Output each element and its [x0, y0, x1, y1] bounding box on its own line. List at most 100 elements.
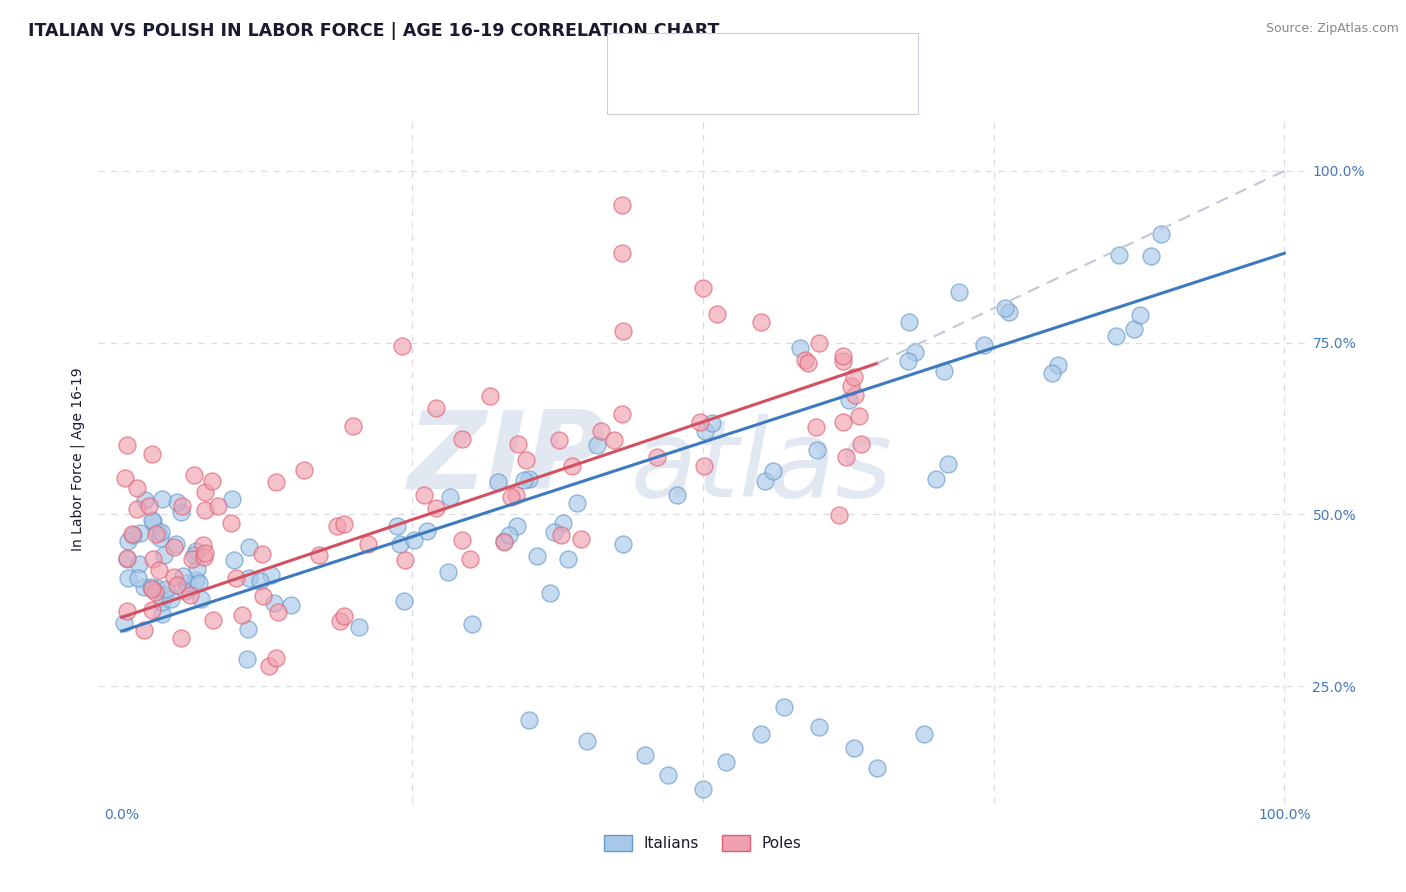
Point — [565, 496, 588, 510]
Point — [924, 472, 946, 486]
Point — [499, 490, 522, 504]
Point — [143, 584, 166, 599]
Point — [831, 350, 853, 364]
Point — [190, 592, 212, 607]
Point — [141, 580, 163, 594]
Text: ITALIAN VS POLISH IN LABOR FORCE | AGE 16-19 CORRELATION CHART: ITALIAN VS POLISH IN LABOR FORCE | AGE 1… — [28, 22, 720, 40]
Point — [263, 596, 285, 610]
Point — [128, 558, 150, 572]
Point — [153, 548, 176, 562]
Point — [494, 533, 516, 548]
Point — [222, 552, 245, 566]
Point — [828, 508, 851, 522]
Point — [150, 492, 173, 507]
Point — [166, 495, 188, 509]
Point — [219, 516, 242, 530]
Point — [159, 592, 181, 607]
Point — [194, 546, 217, 560]
Point — [547, 433, 569, 447]
Point — [1128, 308, 1150, 322]
Point — [149, 524, 172, 539]
Point — [612, 536, 634, 550]
Point — [569, 533, 592, 547]
Point — [948, 285, 970, 300]
Point — [117, 572, 139, 586]
Point — [402, 533, 425, 548]
Point — [835, 450, 858, 464]
Point — [149, 531, 172, 545]
Point — [557, 552, 579, 566]
Point — [250, 547, 273, 561]
Point — [706, 307, 728, 321]
Point — [1108, 248, 1130, 262]
Point — [492, 535, 515, 549]
Point — [146, 581, 169, 595]
Point — [152, 607, 174, 621]
Point — [193, 538, 215, 552]
Point — [184, 573, 207, 587]
Point — [238, 622, 260, 636]
Text: R =: R = — [658, 45, 692, 60]
Point — [238, 571, 260, 585]
Point — [838, 392, 860, 407]
Point — [333, 609, 356, 624]
Point — [264, 651, 287, 665]
Point — [866, 762, 889, 776]
Point — [657, 768, 679, 782]
Point — [806, 443, 828, 458]
Point — [848, 409, 870, 423]
Point — [716, 755, 738, 769]
Point — [389, 537, 412, 551]
Point — [121, 528, 143, 542]
Point — [513, 473, 536, 487]
Point — [392, 594, 415, 608]
Point — [1140, 249, 1163, 263]
Point — [148, 524, 170, 539]
Point — [998, 305, 1021, 319]
Point — [844, 740, 866, 755]
Point — [142, 514, 165, 528]
Point — [692, 782, 714, 797]
Point — [170, 631, 193, 645]
Point — [221, 492, 243, 507]
Point — [994, 301, 1017, 315]
Point — [693, 458, 716, 473]
Point — [515, 453, 537, 467]
Point — [610, 198, 633, 212]
Point — [308, 548, 330, 562]
Point — [193, 549, 215, 564]
Point — [543, 524, 565, 539]
Point — [186, 562, 208, 576]
Point — [498, 527, 520, 541]
Point — [163, 569, 186, 583]
Text: ZIP: ZIP — [408, 407, 606, 512]
Point — [249, 574, 271, 589]
Point — [702, 416, 724, 430]
Point — [754, 474, 776, 488]
Point — [832, 415, 855, 429]
Point — [292, 463, 315, 477]
Point — [844, 370, 866, 384]
Point — [425, 500, 447, 515]
Point — [841, 379, 863, 393]
Point — [506, 437, 529, 451]
Point — [695, 424, 717, 438]
Point — [179, 588, 201, 602]
Point — [898, 315, 921, 329]
Point — [114, 471, 136, 485]
Point — [183, 548, 205, 562]
Point — [749, 315, 772, 329]
Point — [134, 492, 156, 507]
Point — [561, 459, 583, 474]
Point — [194, 503, 217, 517]
Point — [231, 607, 253, 622]
Point — [115, 552, 138, 566]
Point — [692, 281, 714, 295]
Point — [460, 551, 482, 566]
Point — [201, 474, 224, 488]
Text: 0.480: 0.480 — [703, 45, 751, 60]
Point — [174, 583, 197, 598]
Point — [155, 588, 177, 602]
Point — [117, 534, 139, 549]
Point — [1150, 227, 1173, 241]
